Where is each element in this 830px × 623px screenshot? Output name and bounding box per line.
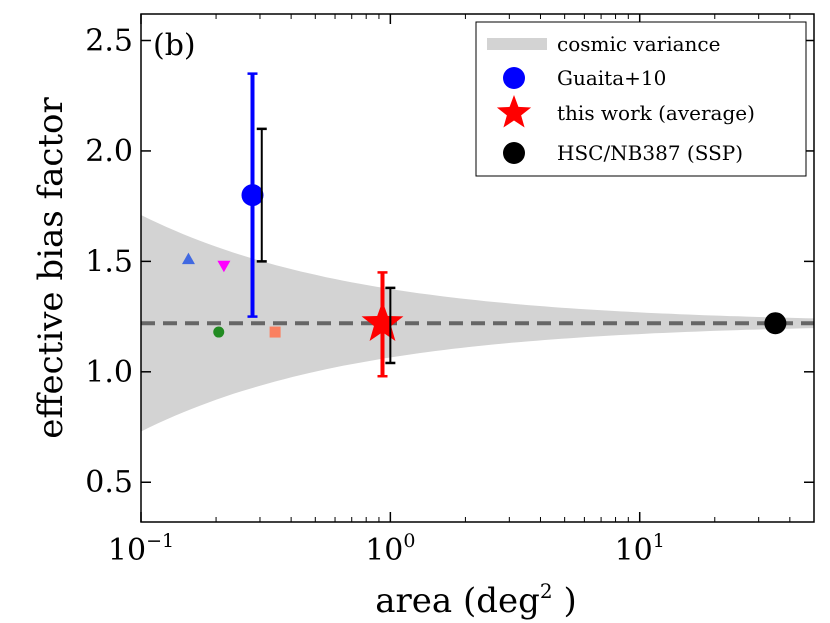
plot-frame <box>140 13 815 523</box>
legend-label-this-work: this work (average) <box>557 101 755 125</box>
x-axis-unit-base: deg <box>476 581 540 621</box>
legend-label-hsc: HSC/NB387 (SSP) <box>557 141 743 165</box>
series-4-point <box>764 312 787 335</box>
x-tick-exp-1: 0 <box>403 530 415 552</box>
x-tick-label-0: 10−1 <box>108 530 174 568</box>
legend-marker-this-work <box>496 95 532 128</box>
y-tick-label-3: 2.0 <box>85 134 133 169</box>
ticks-layer: 0.51.01.52.02.510−1 100 101 <box>85 14 814 568</box>
x-tick-label-1: 100 <box>365 530 415 568</box>
x-tick-label-2: 101 <box>615 530 665 568</box>
x-axis-paren-close: ) <box>553 581 577 621</box>
x-tick-base-0: 10 <box>108 533 146 568</box>
x-tick-exp-2: 1 <box>653 530 665 552</box>
x-axis-unit-exp: 2 <box>540 579 553 603</box>
y-tick-label-1: 1.0 <box>85 355 133 390</box>
legend: cosmic variance Guaita+10 this work (ave… <box>475 21 807 177</box>
x-axis-paren-open: ( <box>463 581 476 621</box>
y-axis-label: effective bias factor <box>31 96 71 438</box>
series-5-point <box>181 252 195 265</box>
series-0-point <box>241 184 264 207</box>
legend-swatch-cosmic-variance <box>487 38 547 50</box>
legend-label-cosmic-variance: cosmic variance <box>557 32 720 56</box>
legend-marker-hsc <box>503 142 525 164</box>
series-7-point <box>213 326 225 338</box>
x-axis-label: area (deg2 ) <box>375 579 576 621</box>
plot-content <box>141 72 814 432</box>
y-tick-label-2: 1.5 <box>85 244 133 279</box>
x-tick-base-1: 10 <box>365 533 403 568</box>
legend-marker-guaita <box>503 67 525 89</box>
series-6-point <box>217 260 231 273</box>
x-tick-exp-0: −1 <box>146 530 174 552</box>
x-axis-label-text: area <box>375 581 452 621</box>
panel-label: (b) <box>153 28 196 63</box>
series-8-point <box>269 326 281 338</box>
x-tick-base-2: 10 <box>615 533 653 568</box>
series-2-point <box>361 301 404 342</box>
series-layer <box>181 72 787 378</box>
y-tick-label-0: 0.5 <box>85 465 133 500</box>
y-tick-label-4: 2.5 <box>85 24 133 59</box>
legend-label-guaita: Guaita+10 <box>557 66 666 90</box>
